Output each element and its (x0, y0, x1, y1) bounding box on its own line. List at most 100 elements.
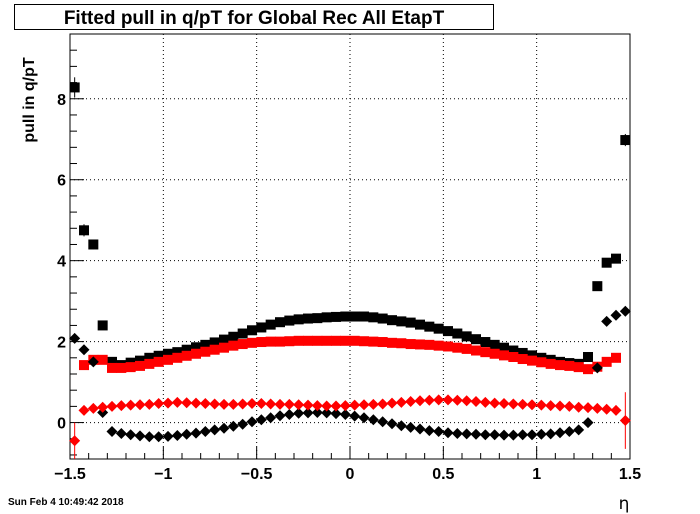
data-point-diamond (143, 398, 155, 410)
data-point-square (387, 315, 397, 326)
data-point-square (331, 335, 341, 346)
data-point-square (153, 356, 164, 367)
data-point-diamond (330, 408, 342, 420)
data-point-diamond (535, 428, 547, 440)
data-point-diamond (498, 429, 510, 441)
axis-ticks: −1.5 −1 −0.5 0 0.5 1 1.5 0 2 4 6 8 (54, 33, 641, 483)
data-point-square (107, 356, 117, 367)
data-point-square (443, 341, 453, 352)
data-point-diamond (479, 396, 491, 408)
data-point-square (387, 337, 397, 348)
data-point-square (508, 345, 519, 356)
data-point-diamond (311, 400, 323, 412)
data-point-square (153, 350, 164, 361)
data-point-diamond (358, 412, 370, 424)
data-point-square (489, 339, 500, 350)
x-tick-label: 0.5 (432, 466, 454, 483)
data-point-diamond (321, 407, 333, 419)
data-point-square (219, 334, 229, 345)
data-point-square (275, 336, 285, 347)
data-point-square (125, 362, 136, 373)
data-point-diamond (442, 427, 454, 439)
data-point-square (265, 336, 276, 347)
data-point-square (583, 352, 593, 362)
data-point-square (340, 335, 351, 346)
data-point-square (489, 348, 500, 359)
data-point-diamond (535, 399, 547, 411)
data-point-diamond (545, 400, 557, 412)
data-point-diamond (293, 399, 305, 411)
data-point-diamond (125, 429, 137, 441)
data-point-square (88, 239, 99, 250)
data-point-square (79, 360, 89, 371)
data-point-diamond (526, 429, 538, 441)
data-point-square (293, 335, 304, 346)
data-point-diamond (190, 397, 202, 409)
data-point-diamond (265, 398, 277, 410)
data-point-square (349, 311, 360, 322)
timestamp-footer: Sun Feb 4 10:49:42 2018 (8, 497, 124, 508)
data-point-square (69, 82, 80, 93)
data-point-square (359, 311, 369, 322)
x-tick-label: −1.5 (54, 466, 86, 483)
data-point-diamond (433, 394, 445, 406)
data-point-diamond (106, 400, 118, 412)
data-point-square (368, 336, 379, 347)
data-point-diamond (507, 429, 519, 441)
data-point-diamond (69, 435, 81, 447)
data-point-square (499, 350, 509, 361)
data-point-square (499, 342, 509, 353)
data-point-square (508, 352, 519, 362)
data-point-square (181, 350, 192, 361)
data-point-diamond (237, 398, 249, 410)
data-point-square (144, 358, 155, 369)
data-point-square (359, 336, 369, 347)
data-point-diamond (115, 428, 127, 439)
data-point-diamond (414, 423, 426, 435)
data-point-square (135, 360, 145, 371)
data-point-diamond (470, 396, 482, 408)
data-point-diamond (87, 356, 99, 368)
data-point-diamond (461, 395, 473, 407)
data-point-diamond (349, 399, 361, 411)
data-point-square (293, 314, 304, 325)
data-point-square (256, 337, 267, 348)
data-point-square (237, 328, 248, 339)
data-point-square (340, 311, 351, 322)
data-point-diamond (218, 398, 230, 410)
data-point-square (573, 362, 584, 373)
data-point-diamond (554, 400, 566, 412)
data-point-square (415, 319, 425, 330)
data-point-square (545, 358, 556, 369)
data-point-square (377, 337, 388, 348)
data-point-diamond (302, 399, 314, 411)
data-point-diamond (405, 421, 417, 433)
data-point-square (415, 339, 425, 350)
data-point-square (517, 354, 528, 365)
data-point-diamond (97, 401, 109, 413)
data-point-diamond (153, 431, 165, 443)
data-point-diamond (199, 425, 211, 437)
data-point-diamond (554, 427, 566, 439)
data-point-square (256, 322, 267, 333)
data-point-square (247, 337, 257, 348)
x-tick-label: 0 (346, 466, 355, 483)
data-point-diamond (423, 425, 435, 437)
data-point-diamond (246, 416, 258, 428)
data-point-square (620, 135, 631, 146)
data-point-square (135, 355, 145, 366)
data-point-diamond (190, 427, 202, 439)
data-point-diamond (367, 414, 379, 426)
data-point-diamond (498, 398, 510, 410)
data-point-diamond (255, 398, 267, 410)
data-point-diamond (265, 412, 277, 424)
x-tick-label: −1 (154, 466, 172, 483)
data-point-diamond (293, 407, 305, 419)
data-point-diamond (451, 428, 463, 439)
data-point-diamond (274, 410, 286, 422)
data-point-diamond (181, 397, 193, 409)
data-point-diamond (283, 398, 295, 410)
data-point-diamond (143, 431, 155, 443)
data-point-diamond (162, 430, 174, 442)
